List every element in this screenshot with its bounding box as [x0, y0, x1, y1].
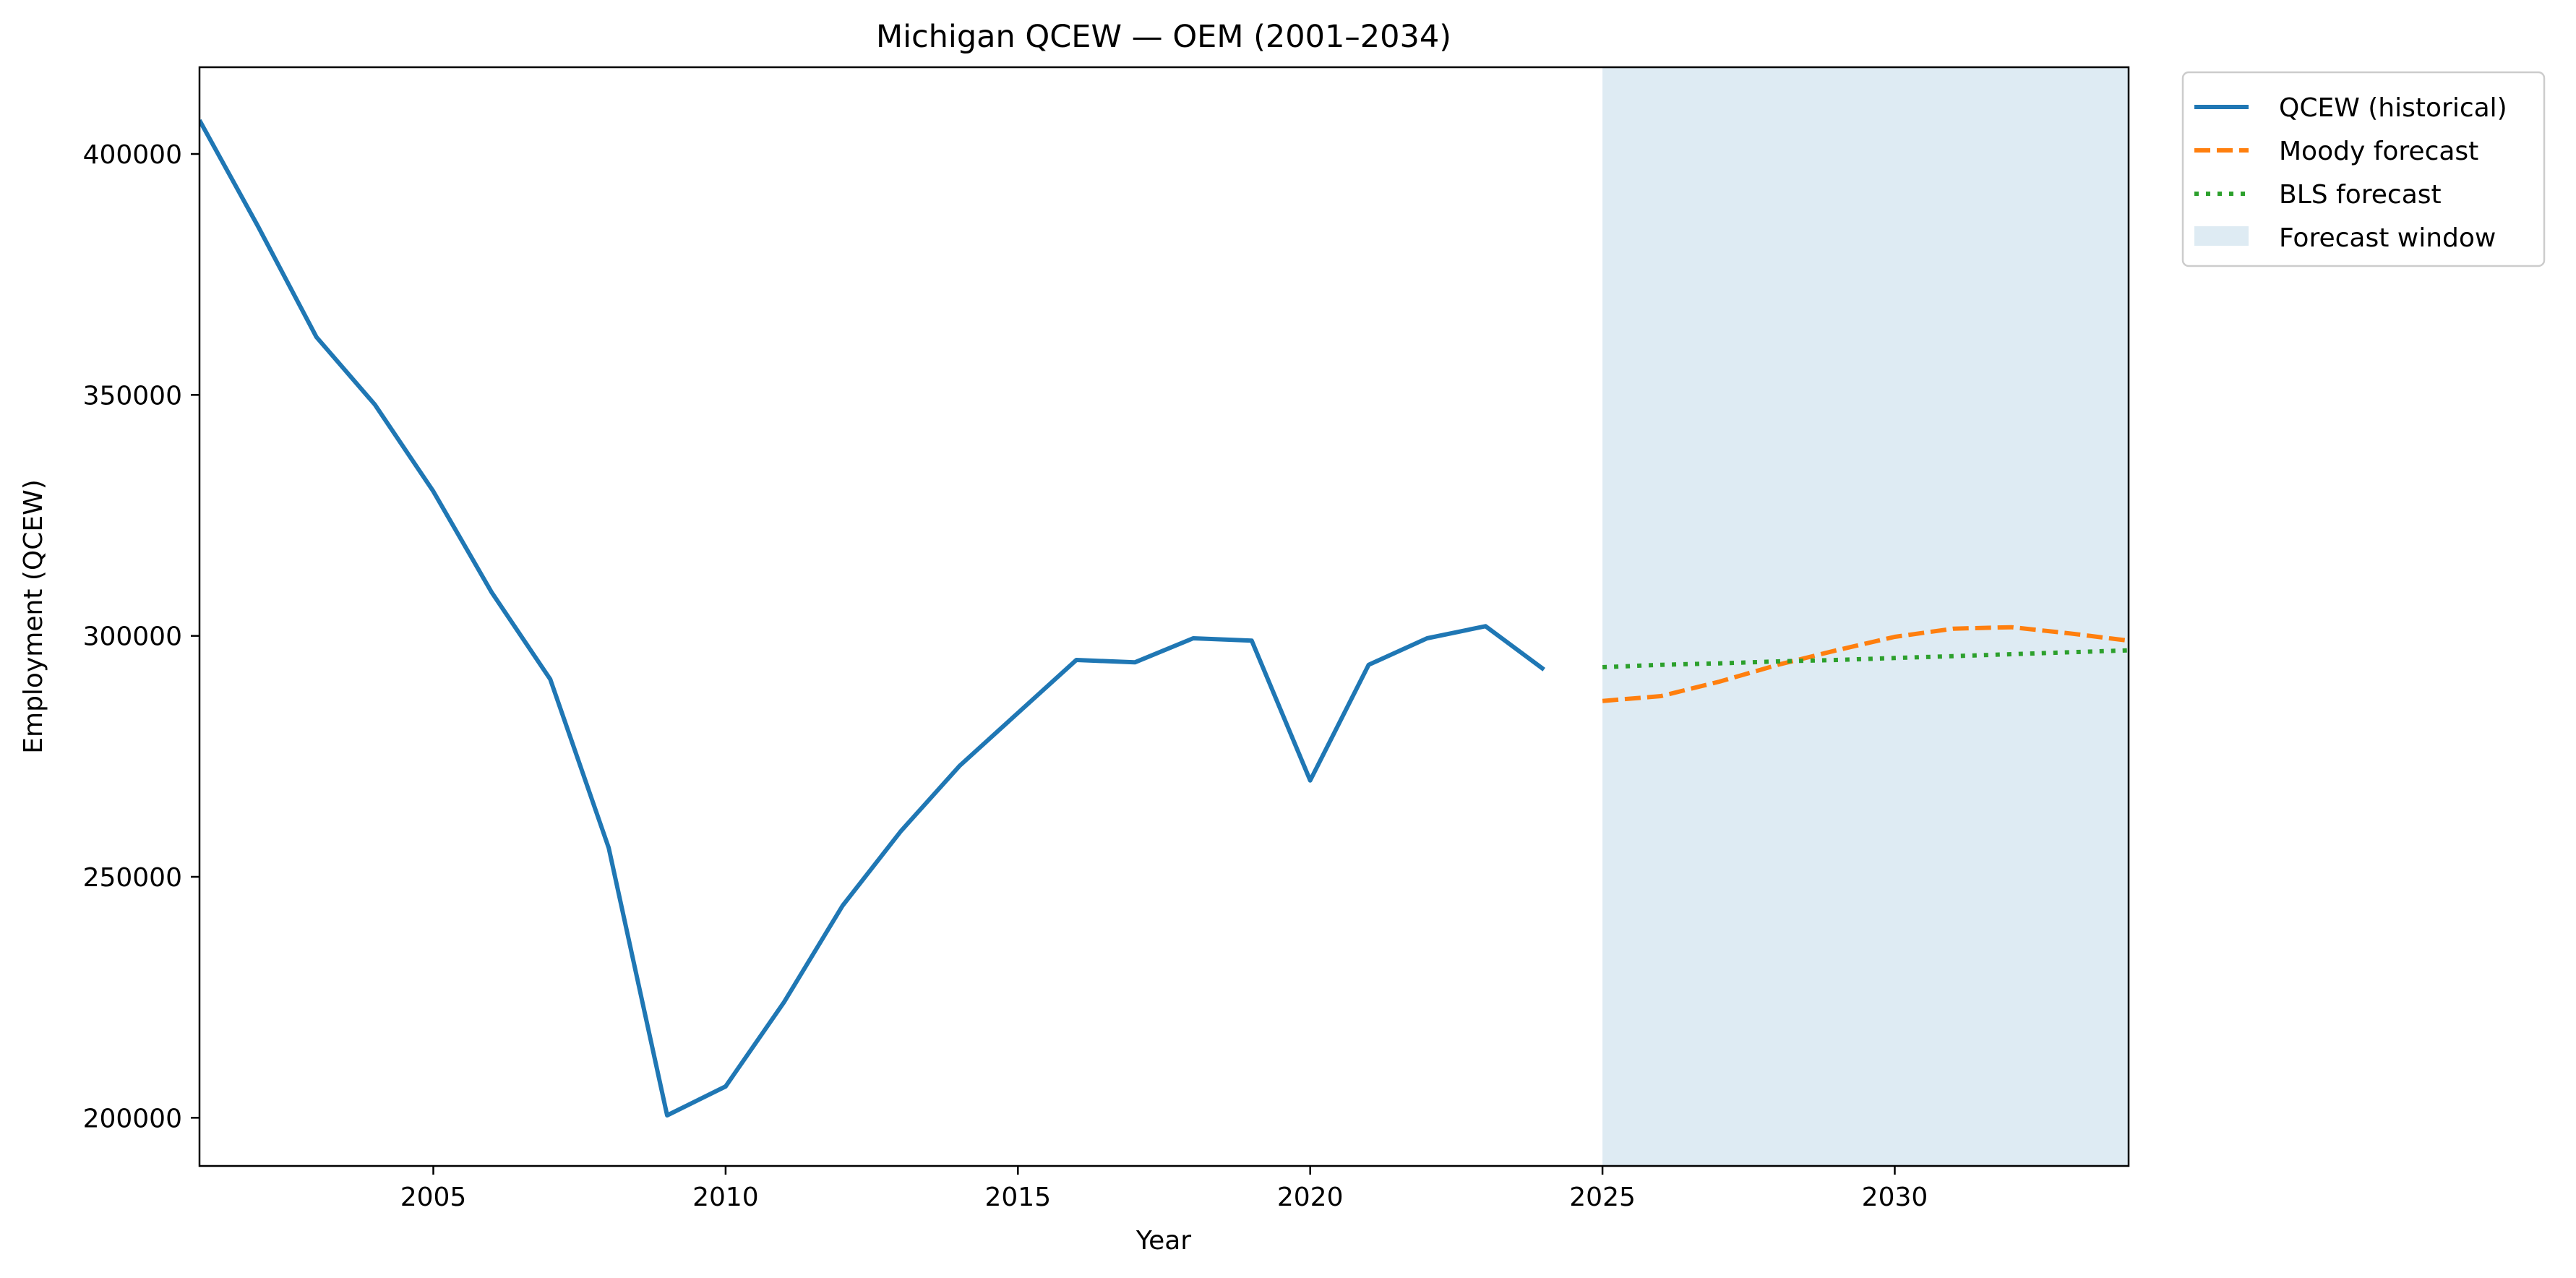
x-tick-label: 2020 [1277, 1183, 1344, 1212]
legend-swatch-forecast-window [2194, 226, 2249, 246]
x-axis-ticks: 2005 2010 2015 2020 2025 2030 [400, 1166, 1928, 1212]
chart-title: Michigan QCEW — OEM (2001–2034) [876, 19, 1451, 55]
forecast-window-band [1602, 67, 2129, 1166]
y-tick-label: 300000 [83, 622, 182, 652]
x-tick-label: 2005 [400, 1183, 467, 1212]
legend-label-bls: BLS forecast [2279, 180, 2442, 210]
legend-label-moody: Moody forecast [2279, 137, 2478, 166]
x-tick-label: 2030 [1862, 1183, 1928, 1212]
y-tick-label: 350000 [83, 381, 182, 411]
series-layer [199, 119, 2129, 1118]
plot-frame [198, 66, 2130, 1167]
legend-label-qcew: QCEW (historical) [2279, 93, 2507, 123]
x-axis-label: Year [1135, 1226, 1191, 1256]
y-tick-label: 400000 [83, 140, 182, 170]
y-axis-label: Employment (QCEW) [19, 479, 48, 754]
y-tick-label: 250000 [83, 863, 182, 893]
x-tick-label: 2025 [1569, 1183, 1636, 1212]
qcew-historical-line [199, 119, 1545, 1118]
legend-frame [2181, 71, 2546, 267]
x-tick-label: 2010 [692, 1183, 759, 1212]
legend: QCEW (historical) Moody forecast BLS for… [2181, 71, 2546, 267]
legend-label-forecast-window: Forecast window [2279, 223, 2496, 253]
x-tick-label: 2015 [984, 1183, 1051, 1212]
y-tick-label: 200000 [83, 1104, 182, 1133]
moody-forecast-line [1602, 625, 2129, 703]
y-axis-ticks: 200000 250000 300000 350000 400000 [83, 140, 199, 1133]
